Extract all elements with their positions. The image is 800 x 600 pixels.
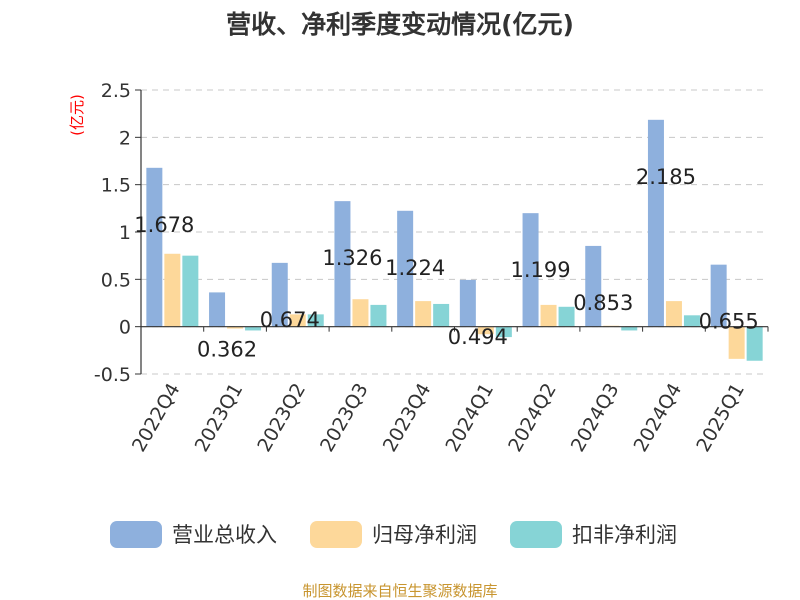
bar-营业总收入-2023Q2: [271, 262, 288, 327]
bar-营业总收入-2025Q1: [710, 264, 727, 327]
bar-扣非净利润-2023Q3: [370, 304, 387, 327]
x-tick-label: 2023Q4: [379, 380, 436, 456]
y-tick-label: 1: [119, 222, 131, 244]
x-tick-label: 2024Q2: [504, 380, 561, 456]
revenue-data-label: 1.199: [510, 258, 570, 282]
legend-label: 扣非净利润: [572, 523, 677, 547]
bar-归母净利润-2023Q4: [415, 301, 432, 327]
revenue-data-label: 1.678: [134, 213, 194, 237]
bar-扣非净利润-2023Q4: [433, 303, 450, 327]
bar-归母净利润-2024Q1: [477, 326, 494, 335]
bar-归母净利润-2023Q1: [227, 326, 244, 329]
bar-归母净利润-2023Q2: [289, 314, 306, 327]
y-tick-label: 0.5: [101, 269, 131, 291]
y-tick-label: 1.5: [101, 175, 131, 197]
legend: 营业总收入 归母净利润 扣非净利润: [110, 521, 677, 548]
revenue-data-label: 1.326: [322, 246, 382, 270]
bar-营业总收入-2024Q3: [585, 245, 602, 327]
bar-营业总收入-2022Q4: [146, 167, 163, 327]
x-tick-label: 2024Q1: [441, 380, 498, 456]
bar-归母净利润-2022Q4: [164, 253, 181, 327]
revenue-data-label: 0.674: [260, 308, 320, 332]
x-tick-label: 2023Q2: [253, 380, 310, 456]
bar-扣非净利润-2024Q4: [683, 315, 700, 327]
bar-扣非净利润-2022Q4: [182, 255, 199, 327]
legend-label: 归母净利润: [372, 523, 477, 547]
y-tick-label: 2.5: [101, 80, 131, 102]
bar-归母净利润-2024Q2: [540, 304, 557, 327]
y-tick-label: -0.5: [94, 364, 131, 386]
source-note: 制图数据来自恒生聚源数据库: [302, 582, 497, 600]
y-tick-label: 2: [119, 127, 131, 149]
legend-label: 营业总收入: [172, 523, 277, 547]
bar-扣非净利润-2024Q1: [495, 326, 512, 338]
bar-扣非净利润-2023Q2: [307, 314, 324, 327]
x-tick-label: 2023Q3: [316, 380, 373, 456]
bars: [146, 119, 763, 361]
revenue-data-label: 0.494: [448, 325, 508, 349]
bar-营业总收入-2023Q1: [209, 292, 226, 327]
revenue-data-label: 0.853: [573, 291, 633, 315]
revenue-data-label: 0.655: [699, 310, 759, 334]
chart-title: 营收、净利季度变动情况(亿元): [226, 10, 574, 39]
x-tick-label: 2024Q4: [630, 380, 687, 456]
bar-扣非净利润-2025Q1: [746, 326, 763, 361]
legend-swatch: [110, 521, 162, 548]
y-tick-label: 0: [119, 317, 131, 339]
bar-扣非净利润-2024Q3: [621, 326, 638, 331]
x-tick-label: 2024Q3: [567, 380, 624, 456]
x-tick-label: 2022Q4: [128, 380, 185, 456]
bar-扣非净利润-2024Q2: [558, 306, 575, 327]
revenue-data-label: 2.185: [636, 165, 696, 189]
bar-归母净利润-2023Q3: [352, 299, 369, 327]
y-axis-label: (亿元): [68, 94, 86, 136]
legend-swatch: [510, 521, 562, 548]
bar-营业总收入-2023Q4: [397, 210, 414, 327]
bar-营业总收入-2024Q4: [647, 119, 664, 327]
bar-营业总收入-2024Q1: [459, 279, 476, 327]
x-tick-label: 2025Q1: [692, 380, 749, 456]
bar-营业总收入-2023Q3: [334, 201, 351, 327]
bar-归母净利润-2025Q1: [728, 326, 745, 359]
bar-归母净利润-2024Q4: [665, 301, 682, 327]
bar-营业总收入-2024Q2: [522, 213, 539, 327]
legend-swatch: [310, 521, 362, 548]
x-tick-label: 2023Q1: [191, 380, 248, 456]
revenue-data-label: 0.362: [197, 337, 257, 361]
bar-扣非净利润-2023Q1: [245, 326, 262, 331]
revenue-data-label: 1.224: [385, 256, 445, 280]
